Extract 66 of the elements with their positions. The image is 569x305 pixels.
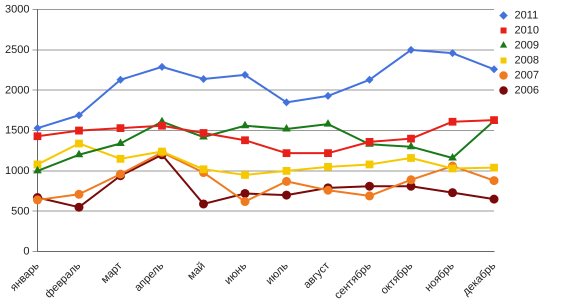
point	[282, 98, 291, 106]
legend-label: 2010	[514, 24, 540, 37]
point	[407, 46, 416, 54]
point	[448, 152, 457, 160]
point	[324, 149, 332, 158]
x-tick-label: май	[185, 260, 208, 282]
point	[241, 171, 249, 179]
point	[366, 160, 374, 168]
point	[490, 194, 499, 204]
legend-label: 2008	[514, 54, 540, 67]
legend-label: 2007	[514, 70, 540, 82]
point	[282, 176, 292, 186]
point	[34, 160, 42, 168]
y-tick-label: 0	[23, 246, 30, 258]
y-tick-label: 1000	[4, 164, 30, 177]
point	[240, 120, 250, 128]
point	[200, 129, 208, 137]
point	[116, 124, 124, 132]
point	[199, 74, 208, 83]
legend-label: 2009	[514, 40, 540, 52]
point	[490, 176, 499, 186]
point	[74, 190, 84, 199]
point	[282, 124, 291, 132]
y-tick-label: 500	[11, 205, 30, 218]
point	[116, 76, 124, 84]
point	[490, 164, 498, 172]
point	[324, 119, 332, 127]
point	[324, 92, 332, 100]
point	[282, 167, 290, 175]
point	[365, 182, 374, 191]
point	[74, 202, 84, 212]
point	[448, 49, 457, 58]
point	[241, 70, 249, 79]
point	[407, 154, 415, 162]
point	[490, 65, 498, 74]
y-tick-label: 3000	[4, 4, 30, 16]
point	[365, 191, 374, 200]
y-tick-label: 2000	[4, 84, 30, 96]
point	[74, 150, 84, 158]
point	[200, 165, 208, 174]
legend-label: 2011	[514, 10, 538, 22]
point	[406, 142, 416, 150]
point	[406, 175, 416, 184]
point	[116, 138, 125, 146]
point	[448, 164, 456, 172]
point	[198, 199, 208, 208]
point	[407, 134, 415, 143]
point	[158, 122, 166, 130]
legend-label: 2006	[514, 84, 540, 97]
point	[240, 197, 250, 206]
point	[75, 140, 83, 148]
point	[282, 149, 290, 158]
point	[116, 154, 124, 163]
point	[240, 188, 250, 198]
y-tick-label: 2500	[4, 44, 30, 56]
point	[366, 76, 374, 84]
point	[324, 186, 333, 195]
point	[448, 188, 458, 198]
point	[74, 111, 83, 120]
point	[75, 126, 83, 134]
point	[448, 118, 456, 126]
point	[158, 62, 166, 71]
y-tick-label: 1500	[4, 124, 30, 137]
point	[282, 190, 292, 200]
point	[324, 162, 332, 171]
point	[241, 136, 249, 144]
